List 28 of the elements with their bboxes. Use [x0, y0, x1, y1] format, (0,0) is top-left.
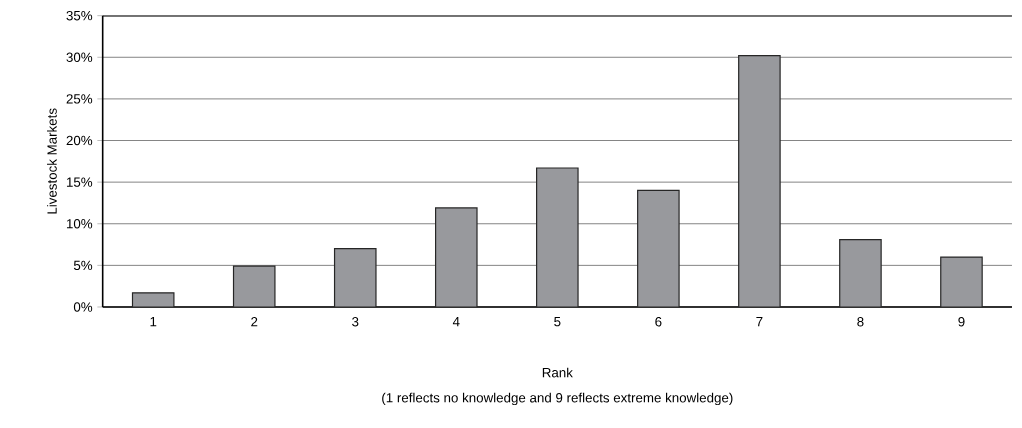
x-axis-title: Rank	[542, 367, 573, 378]
x-tick-label: 8	[857, 317, 864, 327]
x-tick-label: 9	[958, 317, 965, 327]
x-tick-label: 1	[150, 317, 157, 327]
x-tick-label: 3	[352, 317, 359, 327]
text: (1 reflects no knowledge and 9 reflects extreme knowledge)	[382, 392, 733, 406]
bar	[940, 256, 983, 307]
bar	[839, 238, 882, 307]
bar	[738, 55, 781, 307]
y-tick-label: 25%	[66, 94, 93, 104]
x-tick-label: 6	[655, 317, 662, 327]
y-tick-label: 5%	[73, 260, 93, 271]
x-tick-label: 2	[251, 317, 258, 327]
x-tick-label: 7	[756, 317, 763, 327]
bar	[333, 248, 377, 307]
y-tick-label: 0%	[73, 302, 93, 312]
x-tick-label: 5	[554, 317, 561, 327]
bar	[434, 207, 478, 307]
y-tick-label: 20%	[66, 135, 93, 146]
y-tick-label: 10%	[66, 219, 93, 229]
y-tick-label: 30%	[66, 52, 93, 62]
bar	[536, 167, 579, 307]
y-tick-label: 15%	[66, 177, 93, 187]
y-axis-title: Livestock Markets	[47, 108, 57, 214]
x-tick-label: 4	[452, 317, 460, 327]
bar	[232, 265, 276, 307]
y-tick-label: 35%	[66, 10, 93, 21]
bar	[637, 189, 680, 307]
